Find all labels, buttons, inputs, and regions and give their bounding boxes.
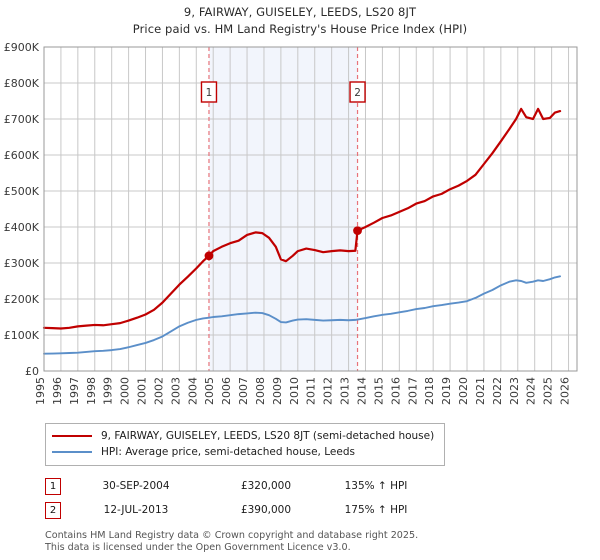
svg-text:2026: 2026 — [559, 377, 572, 405]
svg-text:2010: 2010 — [288, 377, 301, 405]
svg-text:£100K: £100K — [4, 329, 40, 342]
page-title: 9, FAIRWAY, GUISELEY, LEEDS, LS20 8JT Pr… — [0, 4, 600, 38]
svg-text:2016: 2016 — [389, 377, 402, 405]
transaction-price-1: £320,000 — [240, 480, 292, 492]
table-row: 2 12-JUL-2013 £390,000 175% ↑ HPI — [45, 498, 465, 522]
svg-text:2020: 2020 — [457, 377, 470, 405]
svg-text:2012: 2012 — [322, 377, 335, 405]
svg-text:2021: 2021 — [474, 377, 487, 405]
chart-gridlines — [43, 46, 577, 372]
svg-text:2013: 2013 — [339, 377, 352, 405]
x-axis-tick-labels: 1995 1996 1997 1998 1999 2000 2001 2002 2003 2004… — [34, 377, 572, 405]
table-row: 1 30-SEP-2004 £320,000 135% ↑ HPI — [45, 474, 465, 498]
chart-canvas: £0 £100K £200K £300K £400K £500K £600K £700K £80… — [4, 41, 578, 405]
chart-legend: 9, FAIRWAY, GUISELEY, LEEDS, LS20 8JT (s… — [45, 423, 445, 466]
svg-text:2004: 2004 — [186, 377, 199, 405]
transaction-date-1: 30-SEP-2004 — [102, 480, 170, 492]
svg-text:2003: 2003 — [169, 377, 182, 405]
svg-text:£200K: £200K — [4, 293, 40, 306]
svg-text:£500K: £500K — [4, 185, 40, 198]
transaction-date-2: 12-JUL-2013 — [103, 504, 169, 516]
svg-text:2018: 2018 — [423, 377, 436, 405]
svg-text:2005: 2005 — [203, 377, 216, 405]
svg-text:2001: 2001 — [136, 377, 149, 405]
svg-text:2015: 2015 — [372, 377, 385, 405]
chart-series-lines — [42, 107, 562, 355]
title-line-1: 9, FAIRWAY, GUISELEY, LEEDS, LS20 8JT — [183, 5, 417, 19]
svg-text:1995: 1995 — [34, 377, 47, 405]
title-line-2: Price paid vs. HM Land Registry's House … — [132, 22, 468, 36]
footer-line-1: Contains HM Land Registry data © Crown c… — [45, 530, 419, 541]
transaction-point-markers — [204, 226, 362, 261]
legend-item-hpi: HPI: Average price, semi-detached house,… — [52, 444, 438, 460]
copyright-footer: Contains HM Land Registry data © Crown c… — [45, 530, 585, 554]
svg-text:2025: 2025 — [542, 377, 555, 405]
svg-text:1999: 1999 — [102, 377, 115, 405]
highlight-span — [208, 47, 358, 371]
svg-text:2002: 2002 — [152, 377, 165, 405]
transaction-badge-1: 1 — [45, 477, 61, 495]
svg-text:2019: 2019 — [440, 377, 453, 405]
svg-text:2007: 2007 — [237, 377, 250, 405]
svg-text:2008: 2008 — [254, 377, 267, 405]
svg-text:2000: 2000 — [119, 377, 132, 405]
transaction-price-2: £390,000 — [240, 504, 292, 516]
svg-text:£600K: £600K — [4, 149, 40, 162]
svg-text:2023: 2023 — [508, 377, 521, 405]
transaction-hpi-2: 175% ↑ HPI — [344, 504, 408, 516]
svg-text:£700K: £700K — [4, 113, 40, 126]
svg-text:1: 1 — [206, 87, 213, 99]
svg-text:2: 2 — [354, 87, 361, 99]
footer-line-2: This data is licensed under the Open Gov… — [45, 542, 351, 553]
legend-label-hpi: HPI: Average price, semi-detached house,… — [101, 446, 355, 458]
svg-text:£800K: £800K — [4, 77, 40, 90]
svg-text:2011: 2011 — [305, 377, 318, 405]
chart-frame — [43, 46, 578, 372]
svg-text:£900K: £900K — [4, 41, 40, 54]
svg-text:1996: 1996 — [51, 377, 64, 405]
legend-label-property: 9, FAIRWAY, GUISELEY, LEEDS, LS20 8JT (s… — [101, 430, 435, 442]
transaction-badge-2: 2 — [45, 501, 61, 519]
svg-text:£0: £0 — [25, 365, 39, 378]
legend-swatch-property — [52, 435, 92, 437]
y-axis-tick-labels: £0 £100K £200K £300K £400K £500K £600K £700K £80… — [4, 41, 40, 378]
svg-text:2014: 2014 — [355, 377, 368, 405]
svg-text:£400K: £400K — [4, 221, 40, 234]
svg-text:2006: 2006 — [220, 377, 233, 405]
svg-text:1998: 1998 — [85, 377, 98, 405]
price-history-chart: £0 £100K £200K £300K £400K £500K £600K £700K £80… — [4, 41, 578, 405]
svg-text:2022: 2022 — [491, 377, 504, 405]
svg-text:£300K: £300K — [4, 257, 40, 270]
svg-text:2024: 2024 — [525, 377, 538, 405]
legend-item-property: 9, FAIRWAY, GUISELEY, LEEDS, LS20 8JT (s… — [52, 428, 438, 444]
transaction-hpi-1: 135% ↑ HPI — [344, 480, 408, 492]
svg-text:2009: 2009 — [271, 377, 284, 405]
svg-text:1997: 1997 — [68, 377, 81, 405]
legend-swatch-hpi — [52, 451, 92, 453]
svg-text:2017: 2017 — [406, 377, 419, 405]
transactions-table: 1 30-SEP-2004 £320,000 135% ↑ HPI 2 12-J… — [45, 474, 465, 522]
